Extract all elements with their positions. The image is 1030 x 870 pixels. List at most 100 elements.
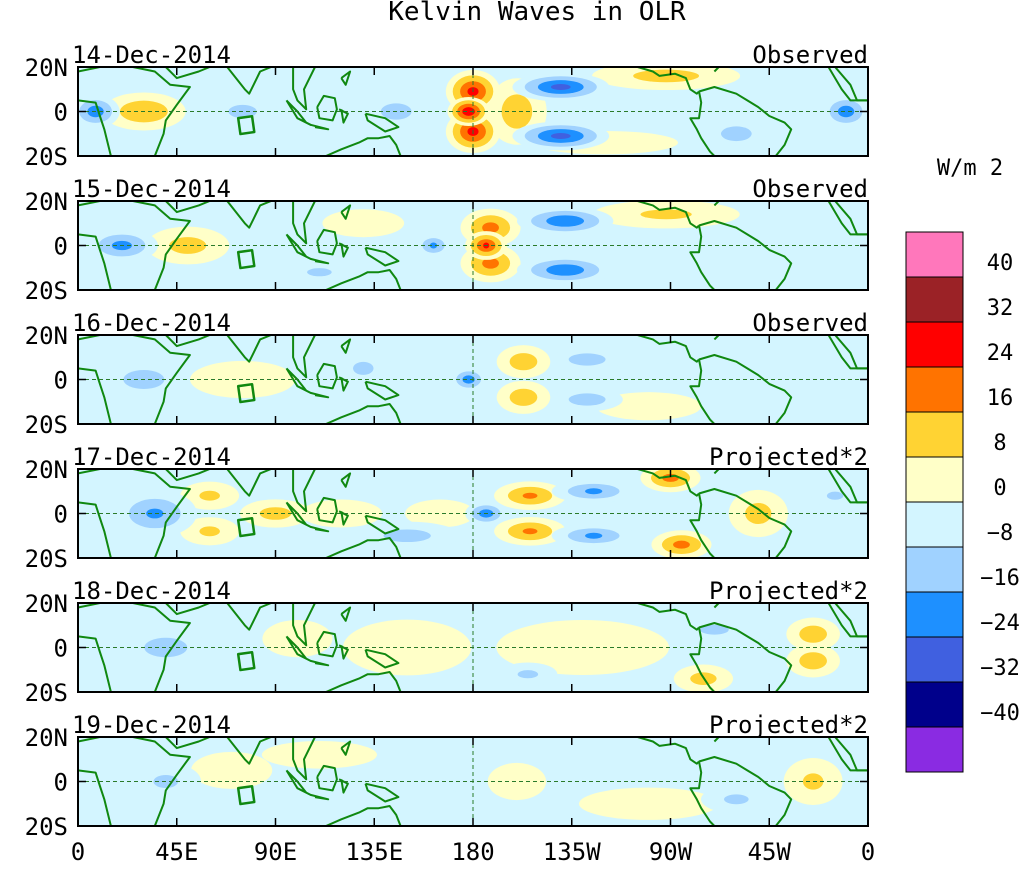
island-box (236, 516, 256, 538)
y-tick-label: 20S (25, 143, 68, 171)
y-tick-label: 0 (54, 367, 68, 395)
contour-level (585, 488, 603, 495)
contour-level (640, 209, 692, 220)
y-tick-label: 20S (25, 411, 68, 439)
coastline (340, 606, 352, 622)
panel-type-label: Observed (752, 41, 868, 69)
contour-level (199, 526, 220, 537)
y-tick-label: 20N (25, 54, 68, 82)
colorbar-label: 32 (987, 296, 1014, 321)
y-tick-label: 0 (54, 99, 68, 127)
coastline (316, 362, 338, 390)
colorbar-label: −32 (980, 656, 1020, 681)
coastline (364, 514, 400, 535)
anomaly-blob (284, 260, 355, 284)
panel-date-label: 14-Dec-2014 (72, 41, 231, 69)
contour-level (799, 652, 827, 670)
coastline (637, 737, 700, 765)
coastline (316, 228, 338, 256)
coastline (78, 67, 191, 156)
anomaly-blob (786, 617, 840, 651)
anomaly-blob (494, 481, 567, 511)
x-tick-label: 135E (345, 838, 403, 866)
coastline (310, 793, 330, 801)
panel-type-label: Projected*2 (709, 443, 868, 471)
y-tick-label: 20N (25, 322, 68, 350)
anomaly-blob (496, 380, 551, 414)
coastline (316, 94, 338, 122)
coastline (310, 123, 330, 131)
x-tick-label: 45E (155, 838, 198, 866)
contour-level (169, 237, 207, 254)
x-tick-label: 0 (71, 838, 85, 866)
coastline (285, 99, 312, 126)
contour-level (307, 268, 332, 277)
coastline (165, 737, 211, 750)
x-tick-label: 180 (451, 838, 494, 866)
y-tick-label: 20N (25, 590, 68, 618)
coastline (698, 488, 793, 558)
coastline (338, 242, 349, 258)
coastline (316, 764, 338, 792)
coastline (310, 525, 330, 533)
coastline (165, 67, 211, 80)
coastline (338, 644, 349, 660)
colorbar-label: −16 (980, 566, 1020, 591)
colorbar-label: 40 (987, 251, 1014, 276)
coastline (325, 671, 402, 692)
y-tick-label: 0 (54, 501, 68, 529)
x-tick-label: 90E (254, 838, 297, 866)
coastline (285, 501, 312, 528)
coastline (827, 67, 868, 102)
coastline (703, 469, 720, 475)
coastline (285, 367, 312, 394)
island-box (236, 248, 256, 270)
coastline (698, 354, 793, 424)
panel-14-Dec-2014: 14-Dec-2014 Observed 20N 0 20S (25, 41, 869, 171)
x-tick-label: 45W (748, 838, 792, 866)
coastline (689, 627, 716, 692)
anomaly-blob (415, 233, 452, 258)
anomaly-blob (512, 121, 610, 151)
coastline (698, 220, 793, 290)
contour-level (146, 508, 164, 519)
coastline (325, 403, 402, 424)
anomaly-blob (261, 741, 377, 769)
contour-level (837, 105, 855, 118)
coastline (325, 135, 402, 156)
coastline (292, 67, 316, 111)
y-tick-label: 20S (25, 679, 68, 707)
coastline (285, 769, 312, 796)
panel-date-label: 15-Dec-2014 (72, 175, 231, 203)
contour-level (550, 132, 571, 139)
coastline (165, 201, 211, 214)
anomaly-blob (786, 644, 840, 678)
coastline (637, 335, 700, 363)
coastline (698, 756, 793, 826)
coastline (703, 201, 720, 207)
colorbar-swatch (905, 411, 964, 458)
colorbar-swatch (905, 636, 964, 683)
contour-level (487, 762, 547, 801)
contour-level (700, 624, 729, 635)
coastline (78, 469, 191, 558)
coastline (703, 67, 720, 73)
coastline (325, 537, 402, 558)
anomaly-blob (551, 479, 636, 504)
contour-level (190, 751, 273, 789)
anomaly-blob (516, 255, 614, 285)
contour-level (482, 257, 499, 269)
contour-level (509, 353, 538, 371)
coastline (292, 201, 316, 245)
colorbar-swatch (905, 501, 964, 548)
contour-level (585, 532, 603, 539)
coastline (78, 603, 191, 692)
colorbar-swatch (905, 321, 964, 368)
anomaly-blob (592, 201, 740, 229)
contour-level (353, 361, 374, 375)
coastline (689, 761, 716, 826)
anomaly-blob (190, 751, 273, 789)
colorbar-swatch (905, 591, 964, 638)
contour-level (262, 619, 333, 658)
coastline (689, 359, 716, 424)
